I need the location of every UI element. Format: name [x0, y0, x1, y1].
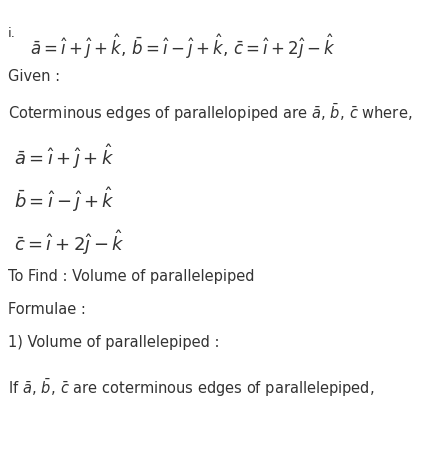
Text: Given :: Given : [8, 69, 60, 84]
Text: $\bar{b} = \hat{\imath} - \hat{\jmath} + \hat{k}$: $\bar{b} = \hat{\imath} - \hat{\jmath} +… [14, 185, 115, 214]
Text: i.: i. [8, 27, 16, 40]
Text: $\bar{a} = \hat{\imath} + \hat{\jmath} + \hat{k},\, \bar{b} = \hat{\imath} - \ha: $\bar{a} = \hat{\imath} + \hat{\jmath} +… [30, 32, 336, 61]
Text: $\bar{a} = \hat{\imath} + \hat{\jmath} + \hat{k}$: $\bar{a} = \hat{\imath} + \hat{\jmath} +… [14, 142, 114, 171]
Text: If $\bar{a},\, \bar{b},\, \bar{c}$ are coterminous edges of parallelepiped,: If $\bar{a},\, \bar{b},\, \bar{c}$ are c… [8, 377, 375, 399]
Text: $\bar{c} = \hat{\imath} + 2\hat{\jmath} - \hat{k}$: $\bar{c} = \hat{\imath} + 2\hat{\jmath} … [14, 228, 125, 257]
Text: Formulae :: Formulae : [8, 302, 86, 317]
Text: To Find : Volume of parallelepiped: To Find : Volume of parallelepiped [8, 269, 255, 284]
Text: 1) Volume of parallelepiped :: 1) Volume of parallelepiped : [8, 335, 219, 350]
Text: Coterminous edges of parallelopiped are $\bar{a},\, \bar{b},\, \bar{c}$ where,: Coterminous edges of parallelopiped are … [8, 102, 412, 124]
